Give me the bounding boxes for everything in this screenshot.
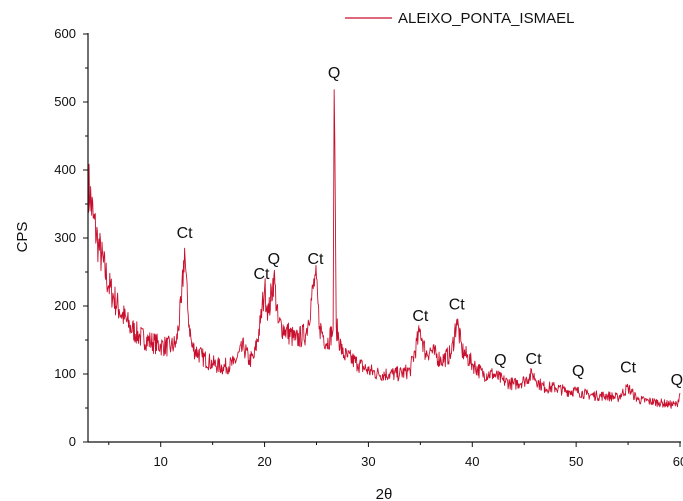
peak-label: Q	[328, 65, 340, 82]
legend: ALEIXO_PONTA_ISMAEL	[345, 10, 574, 27]
y-tick-label: 500	[54, 94, 76, 109]
series-layer	[87, 89, 681, 409]
y-tick-label: 400	[54, 162, 76, 177]
peak-label: Q	[494, 352, 506, 369]
peak-label: Ct	[307, 251, 324, 268]
peak-label: Ct	[253, 266, 270, 283]
y-tick-label: 200	[54, 298, 76, 313]
peak-label: Ct	[412, 308, 429, 325]
peak-label: Ct	[449, 296, 466, 313]
x-tick-label: 30	[361, 454, 375, 469]
series-line	[87, 89, 681, 409]
peak-label: Q	[671, 372, 683, 389]
peak-label: Ct	[177, 225, 194, 242]
peak-label: Ct	[620, 360, 637, 377]
x-tick-label: 60	[673, 454, 683, 469]
ticks-layer: 1020304050600100200300400500600	[54, 26, 683, 469]
y-tick-label: 0	[69, 434, 76, 449]
peak-label: Ct	[526, 351, 543, 368]
peak-label: Q	[572, 363, 584, 380]
y-tick-label: 100	[54, 366, 76, 381]
y-tick-label: 600	[54, 26, 76, 41]
x-axis-title: 2θ	[376, 486, 393, 501]
y-tick-label: 300	[54, 230, 76, 245]
x-tick-label: 10	[153, 454, 167, 469]
x-tick-label: 50	[569, 454, 583, 469]
x-tick-label: 40	[465, 454, 479, 469]
peak-label: Q	[268, 251, 280, 268]
x-tick-label: 20	[257, 454, 271, 469]
legend-series-name: ALEIXO_PONTA_ISMAEL	[398, 10, 574, 27]
y-axis-title: CPS	[14, 222, 31, 253]
